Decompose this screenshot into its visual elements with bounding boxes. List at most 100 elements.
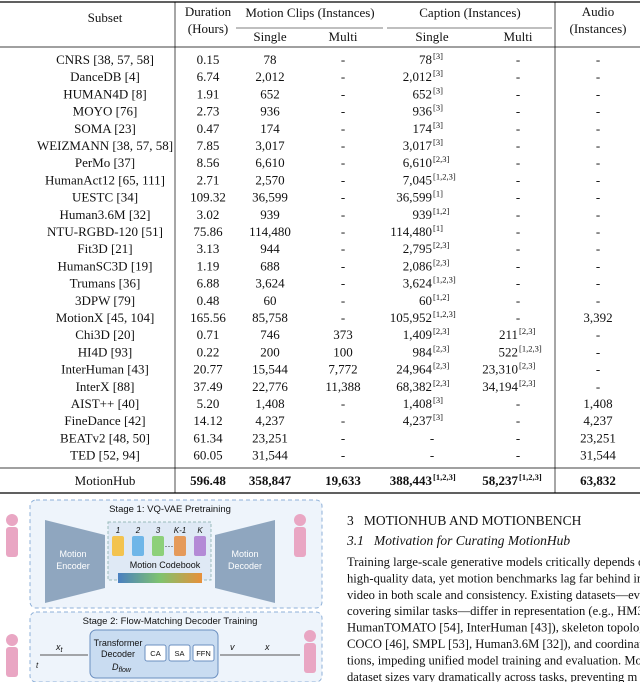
cell-sup: [2,3] xyxy=(433,326,449,336)
cell: 36,599 xyxy=(396,190,432,205)
para-line: tions, impeding unified model training a… xyxy=(347,653,640,667)
cell: 2.73 xyxy=(197,104,220,119)
cell: - xyxy=(516,52,520,67)
cell: WEIZMANN [38, 57, 58] xyxy=(37,138,173,153)
block-label: SA xyxy=(174,649,184,658)
cell: - xyxy=(516,207,520,222)
cell: 174 xyxy=(260,121,280,136)
cell: 0.22 xyxy=(197,344,220,359)
cell: HumanAct12 [65, 111] xyxy=(45,172,165,187)
encoder xyxy=(45,520,105,603)
code xyxy=(112,536,124,556)
humans xyxy=(6,514,316,677)
block-label: CA xyxy=(150,649,160,658)
cell: - xyxy=(596,224,600,239)
cell: 0.15 xyxy=(197,52,220,67)
cell: 746 xyxy=(260,327,280,342)
cell: - xyxy=(596,121,600,136)
cell: 75.86 xyxy=(193,224,223,239)
cell: - xyxy=(516,396,520,411)
cell: 2,570 xyxy=(255,172,284,187)
cell: - xyxy=(516,86,520,101)
cell-sup: [1,2,3] xyxy=(433,309,456,319)
cell: CNRS [38, 57, 58] xyxy=(56,52,154,67)
th: (Instances) xyxy=(569,21,626,36)
code-label: K-1 xyxy=(174,526,186,535)
cell: HUMAN4D [8] xyxy=(63,86,146,101)
cell: 388,443 xyxy=(390,473,433,488)
cell: - xyxy=(516,190,520,205)
cell: 0.47 xyxy=(197,121,220,136)
th: Duration xyxy=(185,4,232,19)
cell: 60 xyxy=(419,293,432,308)
cell: 8.56 xyxy=(197,155,220,170)
cell: 78 xyxy=(419,52,432,67)
cell: 85,758 xyxy=(252,310,288,325)
cell: 24,964 xyxy=(396,362,432,377)
cell: 36,599 xyxy=(252,190,288,205)
heading: 3 MOTIONHUB AND MOTIONBENCH xyxy=(347,513,582,528)
para-line: high-quality data, yet motion benchmarks… xyxy=(347,571,640,585)
code xyxy=(132,536,144,556)
cell: - xyxy=(596,190,600,205)
cell: 0.71 xyxy=(197,327,220,342)
code xyxy=(152,536,164,556)
cell-sup: [2,3] xyxy=(519,326,535,336)
cell: 1,409 xyxy=(403,327,432,342)
cell: Fit3D [21] xyxy=(77,241,132,256)
cell: Chi3D [20] xyxy=(75,327,135,342)
cell-sup: [3] xyxy=(433,120,443,130)
cell: - xyxy=(596,258,600,273)
cell-sup: [1,2,3] xyxy=(433,171,456,181)
cell: 3,017 xyxy=(255,138,285,153)
th: Single xyxy=(415,29,448,44)
cell: 373 xyxy=(333,327,353,342)
cell: 23,251 xyxy=(580,430,616,445)
cell: - xyxy=(516,293,520,308)
cell-sup: [2,3] xyxy=(519,361,535,371)
block-label: FFN xyxy=(196,649,211,658)
formula: t xyxy=(36,661,39,670)
cell: AIST++ [40] xyxy=(71,396,139,411)
block xyxy=(192,644,215,662)
cell-sup: [1,2] xyxy=(433,292,449,302)
code-label: 3 xyxy=(156,526,161,535)
label: Decoder xyxy=(228,561,262,571)
cell: - xyxy=(596,241,600,256)
cell: 114,480 xyxy=(249,224,291,239)
sub: flow xyxy=(119,667,132,674)
code xyxy=(174,536,186,556)
cell: - xyxy=(341,448,345,463)
cell: 1.19 xyxy=(197,258,220,273)
cell: Human3.6M [32] xyxy=(60,207,151,222)
cell: - xyxy=(516,413,520,428)
figure: Stage 1: VQ-VAE Pretraining Motion Encod… xyxy=(6,499,323,682)
cell: HI4D [93] xyxy=(78,344,133,359)
cell-sup: [2,3] xyxy=(519,378,535,388)
cell: 1,408 xyxy=(255,396,284,411)
para-line: HumanTOMATO [54], InterHuman [43]), skel… xyxy=(347,621,640,635)
x: x xyxy=(55,642,61,652)
cell-sup: [1] xyxy=(433,223,443,233)
cell: 652 xyxy=(413,86,433,101)
para-line: covering similar tasks—differ in represe… xyxy=(347,604,640,618)
cell: 23,310 xyxy=(482,362,518,377)
cell: 14.12 xyxy=(193,413,222,428)
cell: 109.32 xyxy=(190,190,226,205)
cell: 944 xyxy=(260,241,280,256)
cell: 200 xyxy=(260,344,280,359)
cell: - xyxy=(516,69,520,84)
cell: 60 xyxy=(264,293,277,308)
cell: MotionHub xyxy=(75,473,136,488)
cell: - xyxy=(596,52,600,67)
para-line: Training large-scale generative models c… xyxy=(347,555,640,569)
cell: 174 xyxy=(413,121,433,136)
cell: - xyxy=(596,379,600,394)
cell: - xyxy=(596,293,600,308)
cell: - xyxy=(341,293,345,308)
cell: 2,012 xyxy=(403,69,432,84)
label: Transformer xyxy=(94,638,143,648)
cell: 7,045 xyxy=(403,172,432,187)
cell: - xyxy=(516,276,520,291)
cell: 3,392 xyxy=(583,310,612,325)
